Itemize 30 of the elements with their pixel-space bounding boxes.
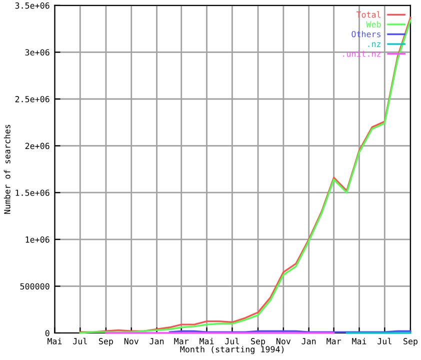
x-tick-label: Sep	[99, 338, 113, 346]
legend-label: Total	[356, 11, 380, 18]
y-tick-label: 3e+06	[25, 49, 50, 56]
x-tick-label: Jan	[150, 338, 164, 344]
y-tick-label: 3.5e+06	[15, 2, 50, 9]
x-tick-label: Nov	[124, 338, 138, 344]
legend-label: Web	[366, 21, 381, 28]
x-tick-label: Sep	[404, 338, 418, 346]
x-tick-label: Mai	[200, 338, 214, 344]
legend-label: .nz	[368, 42, 381, 47]
x-tick-label: Jul	[378, 338, 392, 344]
y-tick-label: 1e+06	[26, 236, 50, 243]
x-tick-label: Jan	[302, 338, 316, 344]
legend-label: Others	[352, 30, 380, 38]
x-tick-label: Jul	[73, 338, 87, 344]
x-tick-label: Jul	[225, 338, 239, 344]
legend-label: .unit.nz	[343, 50, 381, 57]
y-axis-title: Number of searches	[4, 124, 10, 214]
x-tick-label: Mar	[326, 338, 342, 344]
y-tick-label: 500000	[20, 283, 50, 290]
x-axis-title: Month (starting 1994)	[180, 346, 284, 354]
x-tick-label: Mai	[352, 338, 366, 344]
y-tick-label: 2e+06	[25, 142, 50, 150]
x-tick-label: Mar	[174, 338, 189, 344]
x-tick-label: Sep	[251, 338, 266, 346]
y-tick-label: 0	[45, 330, 50, 336]
y-tick-label: 1.5e+06	[16, 190, 50, 196]
y-tick-label: 2.5e+06	[15, 96, 50, 102]
x-tick-label: Nov	[276, 338, 291, 344]
x-tick-label: Mai	[48, 338, 62, 344]
